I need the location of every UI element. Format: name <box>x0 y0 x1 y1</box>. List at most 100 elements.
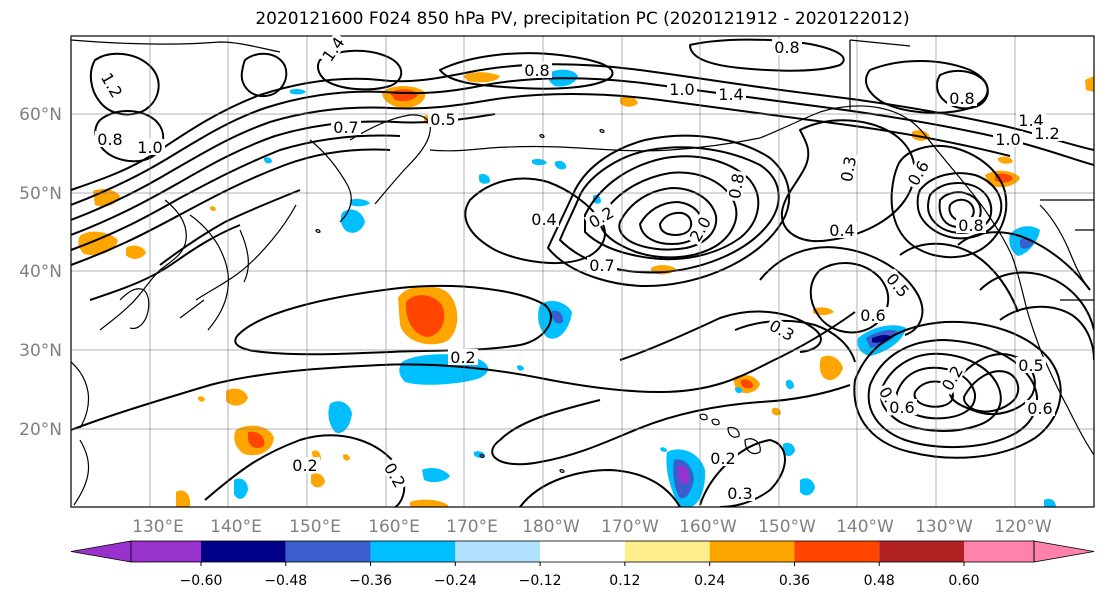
colorbar-tick-label: 0.36 <box>779 573 810 589</box>
colorbar-bin <box>540 541 625 562</box>
contour-label: 1.2 <box>1034 124 1059 143</box>
contour-label-bg <box>584 202 618 232</box>
colorbar-tick-label: −0.48 <box>264 573 307 589</box>
lon-tick-label: 170°W <box>601 517 659 537</box>
colorbar-tick-label: 0.12 <box>609 573 640 589</box>
lon-tick-label: 120°W <box>994 517 1052 537</box>
contour-label-bg <box>947 90 977 106</box>
contour-label-bg <box>95 131 125 147</box>
coastlines <box>71 39 1094 506</box>
contour-label-bg <box>331 119 361 135</box>
colorbar-bin <box>370 541 456 562</box>
contour-label: 1.0 <box>995 130 1020 149</box>
contour-label-bg <box>725 485 755 501</box>
contour-label-bg <box>772 39 802 55</box>
contour-label-bg <box>97 68 127 102</box>
lon-tick-label: 170°E <box>446 517 498 537</box>
contour-label-bg <box>837 152 859 186</box>
lat-tick-label: 20°N <box>19 420 62 440</box>
contour-label-bg <box>725 169 747 203</box>
lat-tick-label: 60°N <box>19 105 62 125</box>
contour-label-bg <box>708 450 738 466</box>
contour-label-bg <box>1016 112 1046 128</box>
contour-label-bg <box>956 217 986 233</box>
colorbar-tick-labels: −0.60 −0.48 −0.36 −0.24 −0.12 0.12 0.24 0.36 0.4… <box>180 562 980 589</box>
contour-label: 0.7 <box>333 118 358 137</box>
pv-contours <box>71 38 1094 507</box>
lon-tick-label: 160°W <box>679 517 737 537</box>
contour-label-bg <box>887 399 917 415</box>
contour-label: 0.6 <box>1027 399 1052 418</box>
contour-label-bg <box>685 212 715 246</box>
contour-label-bg <box>529 211 559 227</box>
colorbar-tick-label: 0.60 <box>948 573 979 589</box>
contour-label-bg <box>135 139 165 155</box>
colorbar-bin <box>131 541 201 562</box>
contour-label-bg <box>716 86 746 102</box>
contour-label: 0.5 <box>430 110 455 129</box>
lon-tick-label: 150°W <box>758 517 816 537</box>
colorbar-tick-label: −0.36 <box>349 573 392 589</box>
precip-negative-anomalies <box>234 69 1056 507</box>
lon-tick-label: 140°W <box>836 517 894 537</box>
contour-label-bg <box>667 81 697 97</box>
lon-tick-label: 160°E <box>368 517 420 537</box>
contour-label: 0.6 <box>889 398 914 417</box>
colorbar-tick-label: −0.12 <box>519 573 562 589</box>
contour-label: 0.8 <box>524 61 549 80</box>
lon-tick-label: 140°E <box>210 517 262 537</box>
contour-label-bg <box>448 349 478 365</box>
colorbar-tick-label: −0.60 <box>180 573 223 589</box>
contour-label-bg <box>587 257 617 273</box>
colorbar-bin <box>794 541 880 562</box>
lon-tick-label: 130°W <box>915 517 973 537</box>
colorbar-bin <box>624 541 710 562</box>
contour-label: 0.6 <box>860 306 885 325</box>
contour-label: 0.3 <box>727 484 752 503</box>
contour-label: 0.8 <box>774 38 799 57</box>
longitude-labels: 130°E 140°E 150°E 160°E 170°E 180°W 170°W 160°W… <box>132 517 1052 537</box>
lon-tick-label: 150°E <box>289 517 341 537</box>
contour-label-bg <box>993 131 1023 147</box>
contour-label: 0.8 <box>949 89 974 108</box>
contour-label: 0.2 <box>450 348 475 367</box>
contour-label: 0.4 <box>829 221 854 240</box>
colorbar-bin <box>455 541 541 562</box>
contour-label-bg <box>1025 400 1055 416</box>
plot-title: 2020121600 F024 850 hPa PV, precipitatio… <box>255 9 910 29</box>
contour-label: 0.8 <box>958 216 983 235</box>
latitude-labels: 20°N 30°N 40°N 50°N 60°N <box>19 105 62 440</box>
contour-label: 1.0 <box>137 138 162 157</box>
contour-label-bg <box>937 361 967 395</box>
contour-label-bg <box>290 457 320 473</box>
contour-label: 0.8 <box>725 172 748 200</box>
contour-label: 0.2 <box>292 456 317 475</box>
contour-label-bg <box>1032 125 1062 141</box>
precipitation-shading <box>78 69 1094 507</box>
colorbar-bin <box>285 541 371 562</box>
contour-label-bg <box>428 111 458 127</box>
contour-label: 1.4 <box>718 85 743 104</box>
colorbar-bin <box>964 541 1034 562</box>
colorbar-extend-low <box>70 540 132 563</box>
colorbar-outline <box>130 540 1035 563</box>
contour-label: 0.2 <box>710 449 735 468</box>
colorbar-extend-high <box>1033 540 1095 563</box>
lat-tick-label: 30°N <box>19 341 62 361</box>
graticule <box>71 36 1094 507</box>
contour-label: 0.5 <box>1018 356 1043 375</box>
colorbar-bin <box>201 541 286 562</box>
map-frame <box>70 35 1095 508</box>
colorbar-tick-label: 0.48 <box>864 573 895 589</box>
lon-tick-label: 180°W <box>522 517 580 537</box>
colorbar <box>70 540 1095 563</box>
lon-tick-label: 130°E <box>132 517 184 537</box>
contour-label-bg <box>1016 357 1046 373</box>
contour-label: 0.7 <box>589 256 614 275</box>
contour-label-bg <box>522 62 552 78</box>
colorbar-tick-label: 0.24 <box>694 573 725 589</box>
contour-label-bg <box>380 458 410 492</box>
contour-label: 0.3 <box>837 155 860 183</box>
contour-label: 0.4 <box>531 210 556 229</box>
contour-label: 1.0 <box>669 80 694 99</box>
